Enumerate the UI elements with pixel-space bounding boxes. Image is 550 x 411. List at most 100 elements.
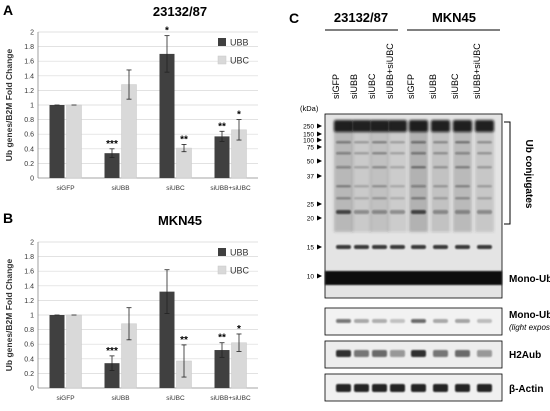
y-tick-label: 0.4 (24, 356, 34, 363)
lane-label: siUBB+siUBC (385, 43, 395, 99)
bar-ubb (159, 53, 175, 178)
y-tick-label: 0.2 (24, 161, 34, 168)
kda-marker-label: 15 (307, 245, 315, 252)
band-20kda (336, 210, 351, 214)
bracket-label: Ub conjugates (523, 140, 534, 209)
blot-group-label: 23132/87 (334, 10, 388, 25)
panel-b-label: B (3, 210, 14, 226)
ladder-band (477, 166, 492, 169)
y-tick-label: 0.6 (24, 132, 34, 139)
h2aub-band (433, 350, 448, 357)
ladder-band (455, 166, 470, 169)
ladder-band (372, 185, 387, 188)
band-20kda (455, 210, 470, 214)
y-axis-label: Ub genes/B2M Fold Change (4, 49, 14, 162)
legend-swatch (217, 55, 227, 65)
ladder-band (390, 185, 405, 188)
y-tick-label: 0 (30, 176, 34, 183)
conjugate-smear (388, 122, 407, 232)
x-tick-label: siUBC (166, 395, 185, 402)
band-15kda (372, 245, 387, 249)
marker-arrow (317, 123, 322, 129)
marker-arrow (317, 173, 322, 179)
western-blot: 23132/87 MKN45 siGFP siUBB siUBC siUBB+siUB… (300, 10, 550, 402)
light-mono-ub-band (411, 319, 426, 323)
light-mono-ub-band (354, 319, 369, 323)
ladder-band (455, 185, 470, 188)
y-axis-label: Ub genes/B2M Fold Change (4, 259, 14, 372)
ladder-band (411, 141, 426, 144)
kda-marker-label: 75 (307, 145, 315, 152)
h2aub-label: H2Aub (509, 350, 541, 361)
kda-marker-label: 150 (303, 132, 314, 139)
legend-label: UBC (230, 56, 250, 66)
h2aub-band (354, 350, 369, 357)
band-15kda (390, 245, 405, 249)
panel-c-label: C (289, 10, 300, 26)
legend-swatch (218, 248, 226, 256)
y-tick-label: 1 (30, 313, 34, 320)
band-20kda (411, 210, 426, 214)
ladder-band (354, 185, 369, 188)
kda-marker-label: 10 (307, 274, 315, 281)
significance-mark: ** (218, 121, 226, 132)
kda-marker-label: 25 (307, 202, 315, 209)
actin-band (433, 384, 448, 392)
y-tick-label: 1.2 (24, 88, 34, 95)
legend-label: UBB (230, 38, 249, 48)
marker-arrow (317, 131, 322, 137)
ladder-band (390, 152, 405, 155)
light-mono-ub-band (390, 319, 405, 323)
bar-ubb (214, 350, 230, 388)
ladder-band (433, 197, 448, 200)
y-tick-label: 1.6 (24, 269, 34, 276)
kda-marker-label: 50 (307, 159, 315, 166)
high-mw-band (370, 120, 389, 132)
legend-swatch (217, 265, 227, 275)
y-tick-label: 0.2 (24, 371, 34, 378)
band-20kda (354, 210, 369, 214)
ladder-band (372, 197, 387, 200)
ladder-band (336, 197, 351, 200)
actin-band (477, 384, 492, 392)
ladder-band (372, 166, 387, 169)
bar-ubb (214, 136, 230, 178)
ladder-band (477, 197, 492, 200)
ladder-band (336, 166, 351, 169)
conjugates-bracket (504, 121, 511, 225)
y-tick-label: 1.8 (24, 254, 34, 261)
ladder-band (433, 185, 448, 188)
lane-label: siGFP (406, 74, 416, 99)
y-tick-label: 0 (30, 386, 34, 393)
significance-mark: *** (106, 346, 118, 357)
light-mono-ub-band (477, 319, 492, 323)
high-mw-band (453, 120, 472, 132)
conjugate-smear (352, 122, 371, 232)
light-exposure-sublabel: (light exposure) (509, 323, 550, 332)
y-tick-label: 0.6 (24, 342, 34, 349)
ladder-band (455, 197, 470, 200)
marker-arrow (317, 215, 322, 221)
ladder-band (411, 197, 426, 200)
ladder-band (354, 152, 369, 155)
ladder-band (477, 185, 492, 188)
ladder-band (390, 166, 405, 169)
bar-ubb (49, 315, 65, 388)
marker-arrow (317, 137, 322, 143)
mono-ub-label: Mono-Ub (509, 274, 550, 285)
y-tick-label: 0.8 (24, 117, 34, 124)
ladder-band (433, 141, 448, 144)
high-mw-band (409, 120, 428, 132)
chart-a-title: 23132/87 (152, 4, 208, 19)
significance-mark: ** (218, 333, 226, 344)
legend-swatch (218, 38, 226, 46)
bar-ubb (159, 291, 175, 388)
conjugate-smear (370, 122, 389, 232)
light-mono-ub-band (336, 319, 351, 323)
ladder-band (354, 166, 369, 169)
y-tick-label: 2 (30, 240, 34, 247)
kda-marker-label: 37 (307, 174, 315, 181)
marker-arrow (317, 201, 322, 207)
legend-label: UBB (230, 248, 249, 258)
ladder-band (455, 141, 470, 144)
